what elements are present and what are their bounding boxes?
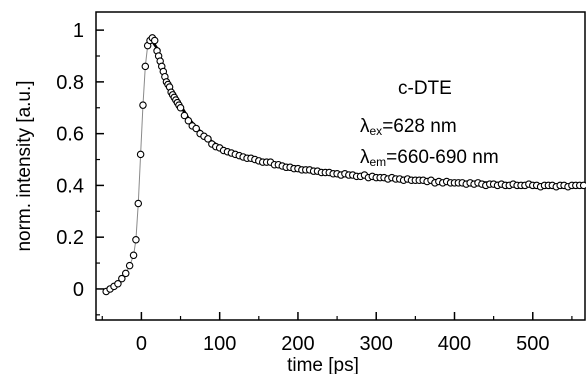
y-tick-label: 0.6: [56, 124, 84, 146]
data-point: [118, 274, 126, 283]
data-point: [176, 104, 185, 112]
y-tick-label: 0.2: [56, 227, 84, 249]
annotation-sample-name: c-DTE: [398, 78, 452, 99]
x-tick-label: 400: [438, 333, 471, 355]
data-point: [114, 280, 122, 288]
data-point: [134, 199, 143, 208]
annotation-excitation: λex=628 nm: [360, 116, 457, 138]
lambda-symbol: λ: [360, 147, 370, 168]
data-point: [136, 150, 145, 159]
x-tick-label: 300: [360, 333, 393, 355]
annotation-emission: λem=660-690 nm: [360, 147, 499, 169]
lambda-subscript: em: [370, 155, 387, 169]
data-point: [184, 116, 193, 125]
lambda-subscript: ex: [370, 124, 383, 138]
x-tick-label: 100: [203, 333, 236, 355]
x-axis-title: time [ps]: [287, 355, 359, 374]
data-point: [180, 111, 189, 120]
data-point: [125, 261, 134, 270]
x-tick-label: 200: [281, 333, 314, 355]
y-axis-title: norm. intensity [a.u.]: [14, 80, 35, 251]
data-point: [121, 269, 130, 278]
y-tick-label: 1: [73, 20, 84, 42]
y-tick-label: 0.4: [56, 175, 84, 197]
data-connecting-line: [105, 37, 584, 292]
data-point: [150, 36, 159, 45]
lambda-value: =628 nm: [382, 116, 456, 137]
y-tick-label: 0: [73, 279, 84, 301]
data-point: [141, 62, 150, 71]
data-point: [132, 236, 140, 244]
data-point: [204, 135, 212, 143]
x-tick-label: 0: [136, 333, 147, 355]
lambda-value: =660-690 nm: [386, 147, 499, 168]
data-point: [579, 181, 586, 190]
data-point: [192, 124, 200, 133]
lambda-symbol: λ: [360, 116, 370, 137]
plot-frame: [95, 11, 586, 321]
data-point: [129, 251, 138, 260]
data-point: [139, 101, 147, 109]
x-tick-label: 500: [516, 333, 549, 355]
y-tick-label: 0.8: [56, 72, 84, 94]
